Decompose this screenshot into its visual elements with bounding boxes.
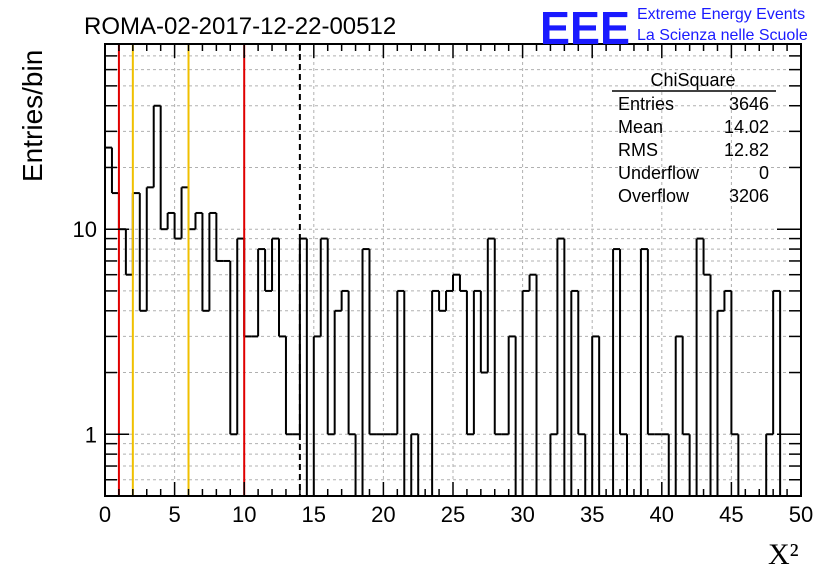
- x-tick-label: 0: [99, 502, 111, 527]
- logo-line-2: La Scienza nelle Scuole: [637, 27, 808, 44]
- stats-title: ChiSquare: [650, 70, 735, 90]
- stats-label: RMS: [618, 140, 658, 160]
- x-axis-label: X²: [768, 538, 799, 571]
- x-tick-label: 35: [580, 502, 604, 527]
- x-tick-label: 40: [650, 502, 674, 527]
- axis-ticks: [104, 44, 802, 496]
- histogram-bars: [105, 104, 801, 497]
- stats-value: 14.02: [724, 117, 769, 137]
- stats-value: 3206: [729, 186, 769, 206]
- marker-lines: [117, 44, 301, 496]
- plot-frame: [104, 43, 802, 497]
- x-tick-label: 30: [510, 502, 534, 527]
- x-tick-label: 5: [168, 502, 180, 527]
- y-axis-label: Entries/bin: [17, 50, 48, 182]
- x-tick-label: 10: [232, 502, 256, 527]
- y-tick-label: 1: [85, 422, 97, 447]
- y-tick-label: 10: [73, 217, 97, 242]
- stats-value: 0: [759, 163, 769, 183]
- grid-lines: [105, 44, 801, 496]
- x-tick-label: 20: [371, 502, 395, 527]
- stats-label: Underflow: [618, 163, 700, 183]
- stats-value: 12.82: [724, 140, 769, 160]
- eee-logo: EEE Extreme Energy Events La Scienza nel…: [540, 2, 808, 54]
- x-tick-label: 25: [441, 502, 465, 527]
- logo-text: EEE: [540, 2, 630, 54]
- stats-box: ChiSquare Entries 3646 Mean 14.02 RMS 12.82 Un…: [612, 70, 776, 206]
- stats-rows: Entries 3646 Mean 14.02 RMS 12.82 Underflow 0 Ov…: [618, 94, 769, 206]
- stats-label: Entries: [618, 94, 674, 114]
- x-tick-labels: 0 5 10 15 20 25 30 35 40 45 50: [99, 502, 813, 527]
- stats-value: 3646: [729, 94, 769, 114]
- x-tick-label: 15: [302, 502, 326, 527]
- stats-label: Overflow: [618, 186, 690, 206]
- stats-label: Mean: [618, 117, 663, 137]
- y-tick-labels: 1 10: [73, 217, 97, 447]
- x-tick-label: 50: [789, 502, 813, 527]
- chart-title: ROMA-02-2017-12-22-00512: [84, 13, 396, 40]
- logo-line-1: Extreme Energy Events: [637, 6, 805, 23]
- x-tick-label: 45: [719, 502, 743, 527]
